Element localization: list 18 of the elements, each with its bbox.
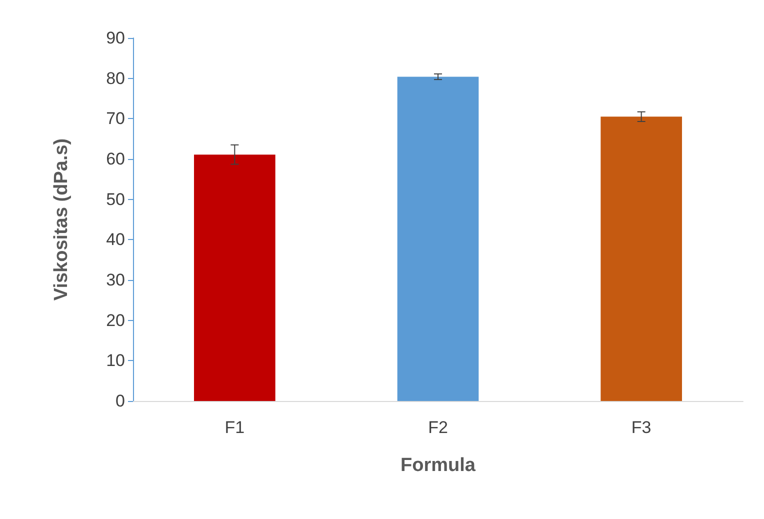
bar [600,116,682,401]
x-tick-label: F2 [428,418,448,437]
y-tick-label: 40 [106,230,125,250]
y-tick-label: 90 [106,28,125,48]
bar [194,154,276,401]
y-tick-label: 10 [106,351,125,370]
x-tick-label: F1 [224,418,245,437]
y-tick-label: 0 [116,392,125,410]
y-tick-label: 50 [106,190,125,209]
y-tick-label: 60 [106,150,125,168]
y-tick-label: 20 [106,310,125,330]
y-tick-label: 30 [106,270,125,290]
y-tick-label: 80 [106,68,125,88]
y-tick-label: 70 [106,109,125,128]
x-tick-label: F3 [631,418,652,437]
x-axis-title: Formula [400,455,476,476]
y-axis-title: Viskositas (dPa.s) [51,138,72,301]
bar [397,76,479,401]
